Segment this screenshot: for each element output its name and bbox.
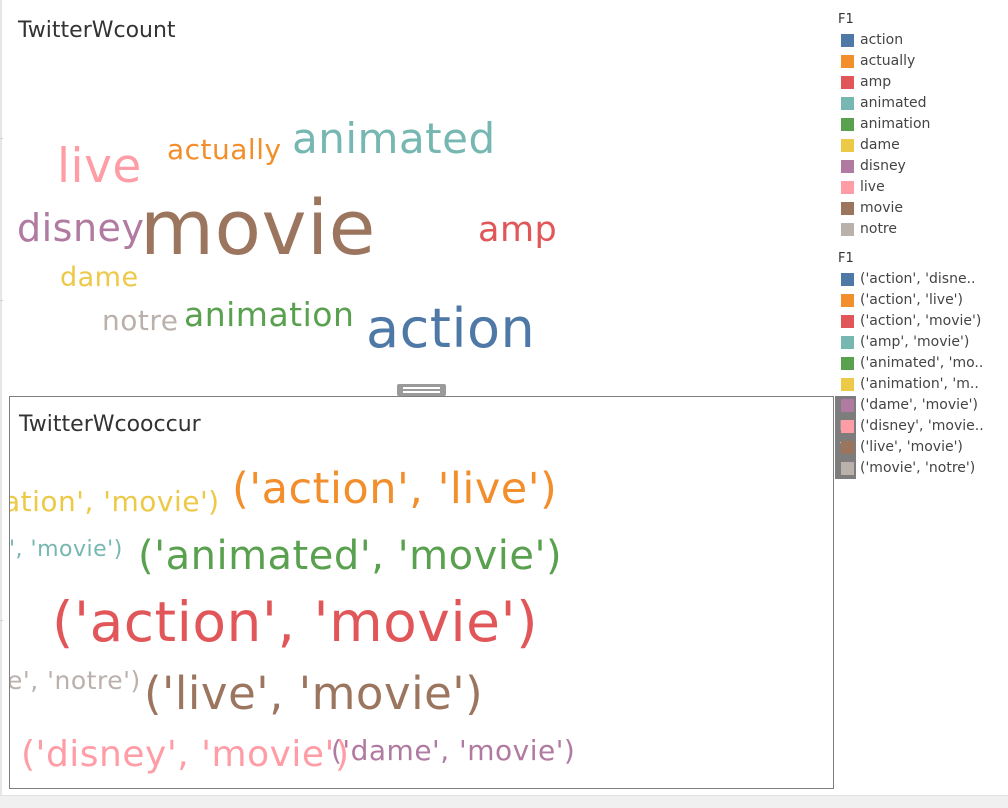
- dashboard-left-edge: [0, 0, 2, 795]
- legend-label: dame: [860, 137, 900, 153]
- legend-label: ('disney', 'movie..: [860, 418, 984, 434]
- legend-item[interactable]: actually: [838, 50, 1003, 71]
- legend-swatch: [841, 357, 854, 370]
- drag-handle-grip: [403, 387, 440, 389]
- legend-title: F1: [838, 251, 854, 266]
- word-dame[interactable]: dame: [60, 262, 139, 293]
- legend-item[interactable]: disney: [838, 155, 1003, 176]
- legend-label: live: [860, 179, 885, 195]
- word-amp[interactable]: amp: [478, 210, 558, 250]
- legend-label: ('animation', 'm..: [860, 376, 979, 392]
- legend-item[interactable]: dame: [838, 134, 1003, 155]
- legend-label: movie: [860, 200, 903, 216]
- dashboard-bottom-strip: [0, 795, 1008, 808]
- word-pair-dame-movie[interactable]: ('dame', 'movie'): [331, 734, 576, 767]
- legend-swatch: [841, 378, 854, 391]
- edge-tick: [0, 138, 3, 139]
- word-pair-animation-movie[interactable]: ation', 'movie'): [9, 485, 220, 518]
- legend-label: ('action', 'disne..: [860, 271, 976, 287]
- word-pair-action-live[interactable]: ('action', 'live'): [232, 464, 558, 514]
- worksheet-cooccur-panel[interactable]: TwitterWcooccur ('action', 'movie') ('ac…: [9, 396, 834, 789]
- worksheet-title-cooccur: TwitterWcooccur: [19, 412, 201, 437]
- legend-item[interactable]: ('movie', 'notre'): [838, 457, 1003, 478]
- word-actually[interactable]: actually: [167, 133, 282, 166]
- legend-swatch: [841, 34, 854, 47]
- word-pair-disney-movie[interactable]: ('disney', 'movie'): [21, 734, 350, 775]
- legend-item[interactable]: ('amp', 'movie'): [838, 331, 1003, 352]
- word-animation[interactable]: animation: [184, 295, 355, 334]
- legend-item[interactable]: ('animated', 'mo..: [838, 352, 1003, 373]
- legend-label: disney: [860, 158, 906, 174]
- legend-item[interactable]: ('action', 'movie'): [838, 310, 1003, 331]
- legend-swatch: [841, 441, 854, 454]
- legend-swatch: [841, 399, 854, 412]
- legend-swatch: [841, 462, 854, 475]
- word-movie[interactable]: movie: [140, 183, 376, 272]
- legend-swatch: [841, 55, 854, 68]
- word-disney[interactable]: disney: [17, 206, 145, 250]
- container-drag-handle[interactable]: [397, 384, 446, 396]
- legend-item[interactable]: ('disney', 'movie..: [838, 415, 1003, 436]
- word-live[interactable]: live: [57, 139, 142, 194]
- legend-item[interactable]: ('action', 'disne..: [838, 268, 1003, 289]
- legend-item[interactable]: ('action', 'live'): [838, 289, 1003, 310]
- drag-handle-grip: [403, 391, 440, 393]
- legend-item[interactable]: animated: [838, 92, 1003, 113]
- legend-item[interactable]: ('animation', 'm..: [838, 373, 1003, 394]
- word-pair-action-movie[interactable]: ('action', 'movie'): [52, 590, 539, 654]
- legend-label: animation: [860, 116, 931, 132]
- word-pair-live-movie[interactable]: ('live', 'movie'): [144, 667, 484, 720]
- legend-item[interactable]: ('dame', 'movie'): [838, 394, 1003, 415]
- legend-swatch: [841, 294, 854, 307]
- legend-swatch: [841, 336, 854, 349]
- legend-label: amp: [860, 74, 892, 90]
- legend-item[interactable]: live: [838, 176, 1003, 197]
- legend-label: ('animated', 'mo..: [860, 355, 984, 371]
- legend-label: ('action', 'live'): [860, 292, 963, 308]
- edge-tick: [0, 300, 3, 301]
- legend-label: actually: [860, 53, 916, 69]
- legend-swatch: [841, 273, 854, 286]
- word-pair-animated-movie[interactable]: ('animated', 'movie'): [138, 533, 563, 579]
- legend-label: ('amp', 'movie'): [860, 334, 970, 350]
- legend-swatch: [841, 97, 854, 110]
- legend-swatch: [841, 76, 854, 89]
- word-action[interactable]: action: [366, 297, 536, 360]
- color-legend-cooccur: F1 ('action', 'disne.. ('action', 'live')…: [838, 250, 1003, 478]
- edge-tick: [0, 620, 3, 621]
- legend-swatch: [841, 181, 854, 194]
- legend-label: ('movie', 'notre'): [860, 460, 976, 476]
- legend-label: notre: [860, 221, 897, 237]
- legend-swatch: [841, 139, 854, 152]
- legend-label: ('live', 'movie'): [860, 439, 963, 455]
- legend-label: ('dame', 'movie'): [860, 397, 978, 413]
- legend-swatch: [841, 315, 854, 328]
- legend-item[interactable]: animation: [838, 113, 1003, 134]
- legend-item[interactable]: movie: [838, 197, 1003, 218]
- legend-swatch: [841, 118, 854, 131]
- worksheet-title-count: TwitterWcount: [18, 18, 176, 43]
- legend-swatch: [841, 160, 854, 173]
- legend-item[interactable]: ('live', 'movie'): [838, 436, 1003, 457]
- legend-label: animated: [860, 95, 927, 111]
- legend-item[interactable]: notre: [838, 218, 1003, 239]
- legend-swatch: [841, 223, 854, 236]
- legend-item[interactable]: action: [838, 29, 1003, 50]
- word-notre[interactable]: notre: [102, 304, 179, 337]
- word-pair-amp-movie[interactable]: ', 'movie'): [9, 537, 123, 562]
- legend-swatch: [841, 202, 854, 215]
- legend-item[interactable]: amp: [838, 71, 1003, 92]
- legend-label: ('action', 'movie'): [860, 313, 982, 329]
- color-legend-count: F1 action actually amp animated animation dam…: [838, 11, 1003, 239]
- legend-label: action: [860, 32, 904, 48]
- word-pair-movie-notre[interactable]: e', 'notre'): [9, 666, 141, 695]
- word-animated[interactable]: animated: [292, 114, 496, 163]
- legend-title: F1: [838, 12, 854, 27]
- legend-swatch: [841, 420, 854, 433]
